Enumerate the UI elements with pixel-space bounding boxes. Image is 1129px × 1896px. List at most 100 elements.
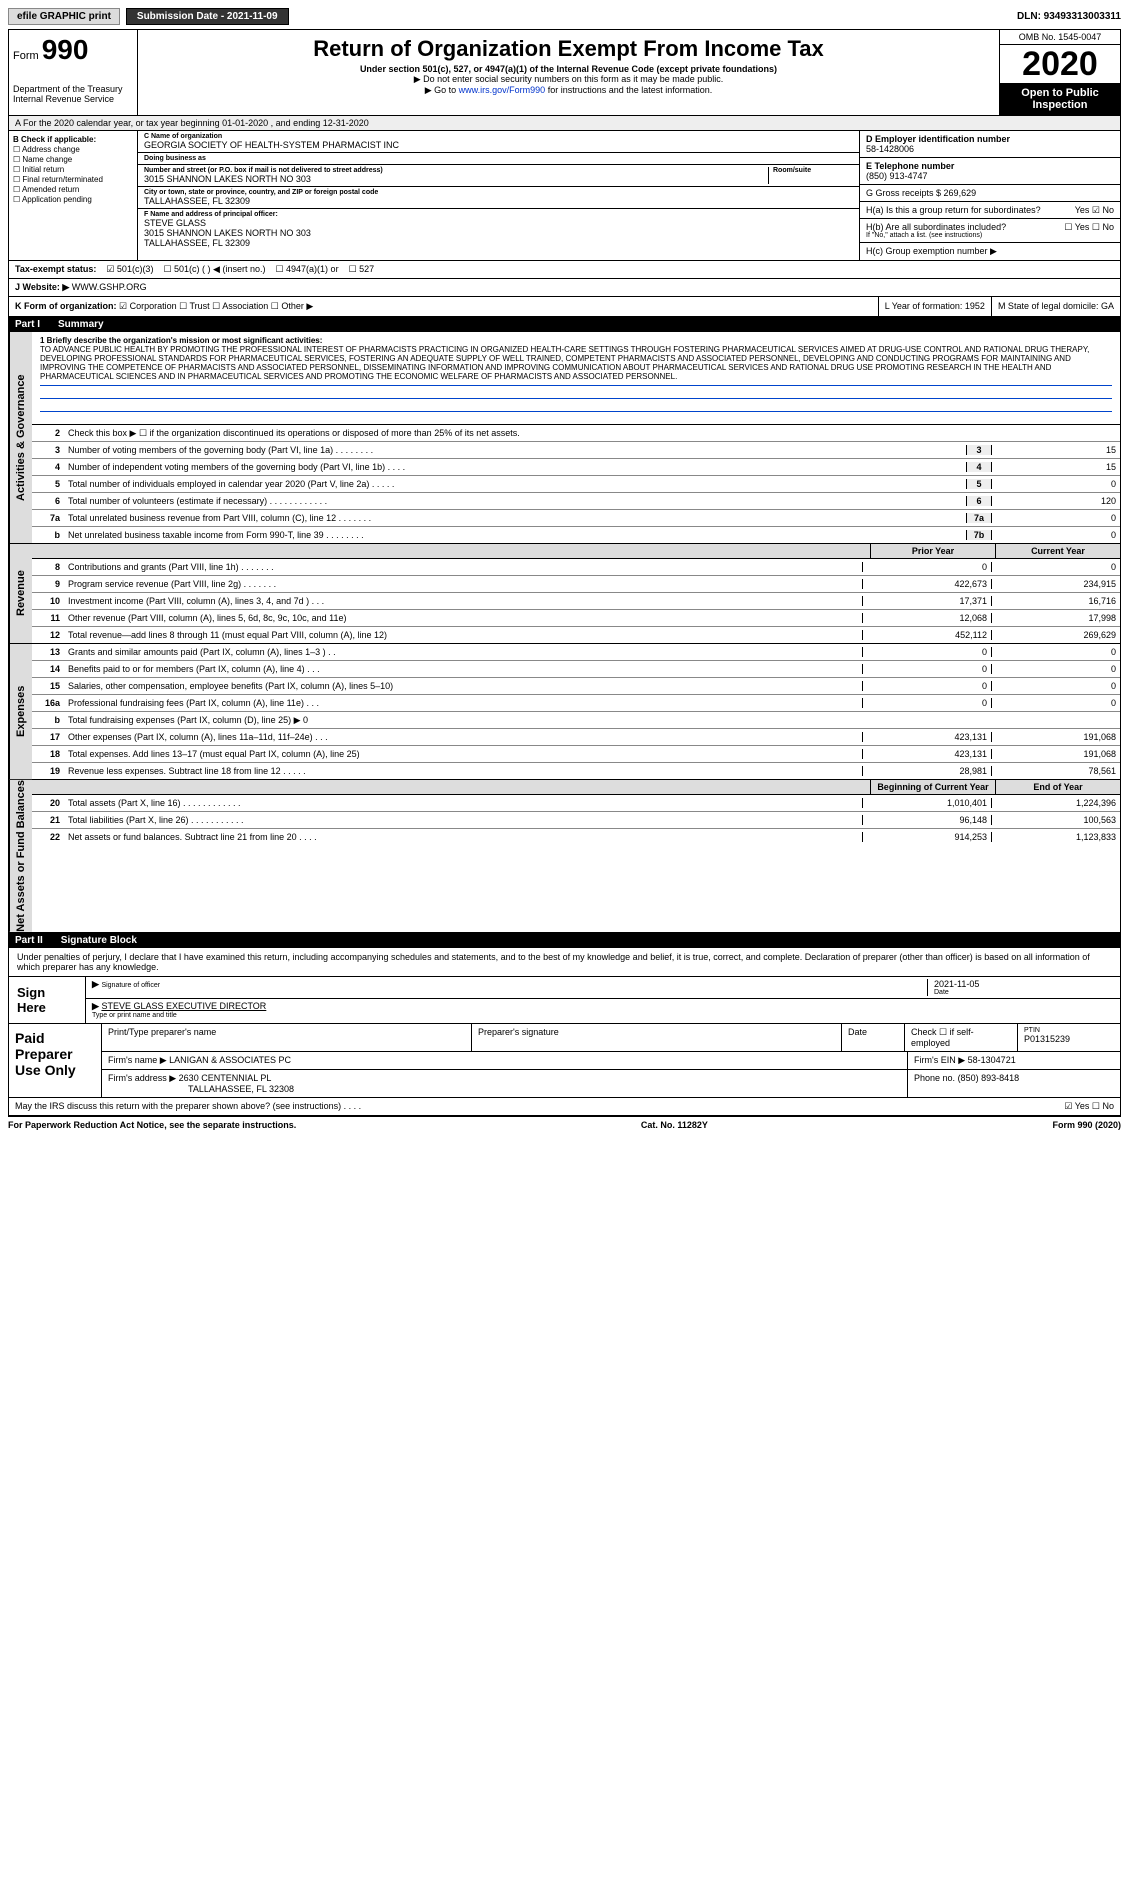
m-state: M State of legal domicile: GA	[992, 297, 1120, 316]
sig-date-lbl: Date	[934, 989, 1114, 996]
note-goto: ▶ Go to	[425, 85, 459, 95]
form-word: Form	[13, 50, 39, 62]
ptin: P01315239	[1024, 1034, 1114, 1044]
sig-off-lbl: Signature of officer	[101, 982, 160, 989]
tax-lbl: Tax-exempt status:	[15, 264, 96, 275]
line-8: 8Contributions and grants (Part VIII, li…	[32, 559, 1120, 576]
discuss-a[interactable]: ☑ Yes ☐ No	[1064, 1101, 1114, 1112]
name-lbl: C Name of organization	[144, 133, 853, 140]
officer-lbl: F Name and address of principal officer:	[144, 211, 853, 218]
gross-lbl: G Gross receipts $	[866, 188, 941, 198]
paperwork: For Paperwork Reduction Act Notice, see …	[8, 1120, 296, 1130]
period-row: A For the 2020 calendar year, or tax yea…	[9, 116, 1120, 131]
line-15: 15Salaries, other compensation, employee…	[32, 678, 1120, 695]
eoy-hdr: End of Year	[995, 780, 1120, 794]
hb-q: H(b) Are all subordinates included?	[866, 222, 1006, 232]
tax-501c[interactable]: ☐ 501(c) ( ) ◀ (insert no.)	[163, 264, 265, 275]
firm-ph-lbl: Phone no.	[914, 1073, 955, 1083]
exp-sidelabel: Expenses	[9, 644, 32, 779]
discuss-q: May the IRS discuss this return with the…	[15, 1101, 361, 1112]
firm-addr-lbl: Firm's address ▶	[108, 1073, 176, 1083]
irs: Internal Revenue Service	[13, 94, 133, 104]
tax-527[interactable]: ☐ 527	[349, 264, 375, 275]
line-11: 11Other revenue (Part VIII, column (A), …	[32, 610, 1120, 627]
irs-link[interactable]: www.irs.gov/Form990	[459, 85, 546, 95]
gov-sidelabel: Activities & Governance	[9, 332, 32, 543]
k-lbl: K Form of organization:	[15, 301, 117, 311]
submission-date: Submission Date - 2021-11-09	[126, 8, 289, 25]
addr-lbl: Number and street (or P.O. box if mail i…	[144, 167, 768, 174]
chk-final[interactable]: ☐ Final return/terminated	[13, 175, 133, 184]
line-13: 13Grants and similar amounts paid (Part …	[32, 644, 1120, 661]
prep-self-lbl[interactable]: Check ☐ if self-employed	[905, 1024, 1018, 1051]
entity-block: B Check if applicable: ☐ Address change …	[9, 131, 1120, 261]
tax-4947[interactable]: ☐ 4947(a)(1) or	[275, 264, 338, 275]
k-opts[interactable]: ☑ Corporation ☐ Trust ☐ Association ☐ Ot…	[119, 301, 313, 311]
omb: OMB No. 1545-0047	[1000, 30, 1120, 45]
bcy-hdr: Beginning of Current Year	[870, 780, 995, 794]
part1-header: Part I Summary	[9, 317, 1120, 332]
mission-lbl: 1 Briefly describe the organization's mi…	[40, 336, 322, 345]
ein-lbl: D Employer identification number	[866, 134, 1010, 144]
tax-501c3[interactable]: ☑ 501(c)(3)	[106, 264, 153, 275]
form-number: 990	[42, 34, 89, 65]
chk-address[interactable]: ☐ Address change	[13, 145, 133, 154]
line-2: 2Check this box ▶ ☐ if the organization …	[32, 425, 1120, 442]
org-name: GEORGIA SOCIETY OF HEALTH-SYSTEM PHARMAC…	[144, 140, 853, 150]
sig-date: 2021-11-05	[934, 979, 1114, 989]
firm-name: LANIGAN & ASSOCIATES PC	[169, 1055, 291, 1065]
dept: Department of the Treasury	[13, 84, 133, 94]
chk-pending[interactable]: ☐ Application pending	[13, 195, 133, 204]
rev-sidelabel: Revenue	[9, 544, 32, 643]
tax-year: 2020	[1000, 45, 1120, 83]
chk-amended[interactable]: ☐ Amended return	[13, 185, 133, 194]
line-12: 12Total revenue—add lines 8 through 11 (…	[32, 627, 1120, 643]
officer-name: STEVE GLASS	[144, 218, 853, 228]
line-5: 5Total number of individuals employed in…	[32, 476, 1120, 493]
line-17: 17Other expenses (Part IX, column (A), l…	[32, 729, 1120, 746]
gross-val: 269,629	[944, 188, 977, 198]
officer-addr: 3015 SHANNON LAKES NORTH NO 303	[144, 228, 853, 238]
org-addr: 3015 SHANNON LAKES NORTH NO 303	[144, 174, 768, 184]
form-frame: Form 990 Department of the Treasury Inte…	[8, 29, 1121, 1117]
part2-title: Signature Block	[61, 935, 137, 946]
signature-block: Under penalties of perjury, I declare th…	[9, 948, 1120, 1116]
line-4: 4Number of independent voting members of…	[32, 459, 1120, 476]
topbar: efile GRAPHIC print Submission Date - 20…	[8, 8, 1121, 25]
line-19: 19Revenue less expenses. Subtract line 1…	[32, 763, 1120, 779]
open-public: Open to Public Inspection	[1000, 83, 1120, 115]
check-b-hdr: B Check if applicable:	[13, 135, 96, 144]
room-lbl: Room/suite	[773, 167, 853, 174]
line-6: 6Total number of volunteers (estimate if…	[32, 493, 1120, 510]
org-city: TALLAHASSEE, FL 32309	[144, 196, 853, 206]
firm-ph: (850) 893-8418	[958, 1073, 1020, 1083]
firm-addr: 2630 CENTENNIAL PL	[179, 1073, 272, 1083]
line-16a: 16aProfessional fundraising fees (Part I…	[32, 695, 1120, 712]
line-3: 3Number of voting members of the governi…	[32, 442, 1120, 459]
dln: DLN: 93493313003311	[1017, 11, 1121, 22]
hc: H(c) Group exemption number ▶	[860, 243, 1120, 260]
website-row: J Website: ▶ WWW.GSHP.ORG	[9, 279, 1120, 297]
chk-name[interactable]: ☐ Name change	[13, 155, 133, 164]
k-row: K Form of organization: ☑ Corporation ☐ …	[9, 297, 1120, 317]
py-hdr: Prior Year	[870, 544, 995, 558]
chk-initial[interactable]: ☐ Initial return	[13, 165, 133, 174]
footer: For Paperwork Reduction Act Notice, see …	[8, 1117, 1121, 1133]
firm-lbl: Firm's name ▶	[108, 1055, 167, 1065]
dba-lbl: Doing business as	[144, 155, 853, 162]
cat-no: Cat. No. 11282Y	[641, 1120, 708, 1130]
officer-city: TALLAHASSEE, FL 32309	[144, 238, 853, 248]
tel: (850) 913-4747	[866, 171, 1114, 181]
revenue-section: Revenue Prior YearCurrent Year 8Contribu…	[9, 544, 1120, 644]
ein: 58-1428006	[866, 144, 1114, 154]
fein: 58-1304721	[968, 1055, 1016, 1065]
line-b: bNet unrelated business taxable income f…	[32, 527, 1120, 543]
governance-section: Activities & Governance 1 Briefly descri…	[9, 332, 1120, 544]
expenses-section: Expenses 13Grants and similar amounts pa…	[9, 644, 1120, 780]
line-9: 9Program service revenue (Part VIII, lin…	[32, 576, 1120, 593]
net-sidelabel: Net Assets or Fund Balances	[9, 780, 32, 932]
cy-hdr: Current Year	[995, 544, 1120, 558]
sign-here: Sign Here	[9, 977, 86, 1023]
paid-lbl: Paid Preparer Use Only	[9, 1024, 102, 1097]
line-7a: 7aTotal unrelated business revenue from …	[32, 510, 1120, 527]
